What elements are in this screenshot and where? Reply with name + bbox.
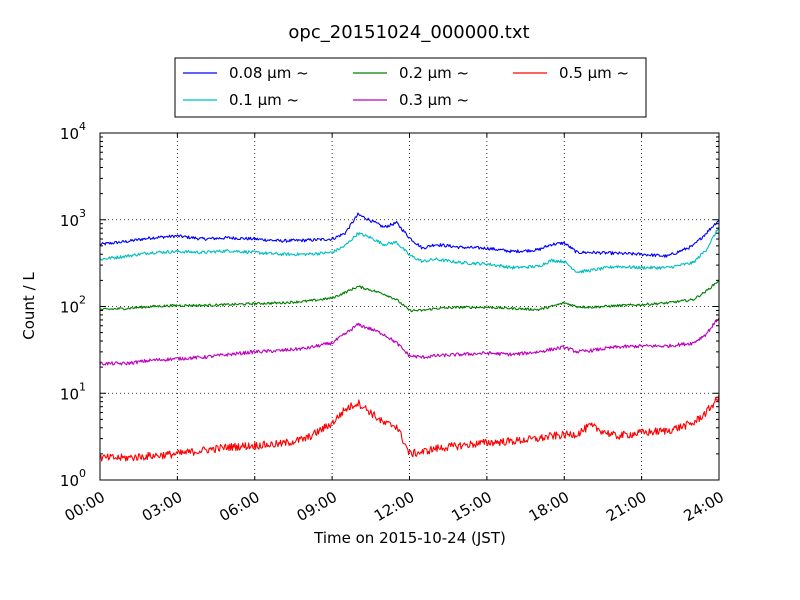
x-tick-label: 12:00 [371, 488, 417, 525]
x-tick-label: 15:00 [448, 488, 494, 525]
x-axis-label: Time on 2015-10-24 (JST) [313, 529, 506, 547]
x-tick-label: 21:00 [603, 488, 649, 525]
series-line [99, 228, 720, 274]
x-tick-label: 18:00 [526, 488, 572, 525]
y-tick-label: 101 [60, 380, 86, 403]
series-line [100, 279, 720, 313]
y-tick-label: 103 [60, 207, 86, 230]
legend-label: 0.1 μm ~ [229, 91, 299, 109]
legend-label: 0.08 μm ~ [229, 64, 309, 82]
legend-label: 0.5 μm ~ [559, 64, 629, 82]
y-tick-label: 100 [60, 467, 86, 490]
ticks: 00:00 03:00 06:00 09:00 12:00 15:00 18:00 21:00… [60, 120, 727, 525]
y-tick-label: 102 [60, 294, 86, 317]
legend-label: 0.2 μm ~ [399, 64, 469, 82]
series-line [99, 212, 720, 258]
x-tick-label: 06:00 [216, 488, 262, 525]
x-tick-label: 03:00 [139, 488, 185, 525]
chart-title: opc_20151024_000000.txt [288, 22, 529, 43]
series-line [99, 317, 720, 366]
series-lines [99, 212, 720, 462]
y-tick-label: 104 [60, 120, 86, 143]
series-line [99, 393, 720, 462]
x-tick-label: 09:00 [294, 488, 340, 525]
x-tick-label: 00:00 [62, 488, 108, 525]
y-axis-label: Count / L [20, 272, 38, 340]
legend-label: 0.3 μm ~ [399, 91, 469, 109]
legend: 0.08 μm ~ 0.1 μm ~ 0.2 μm ~ 0.3 μm ~ 0.5 μm … [174, 57, 647, 118]
x-tick-label: 24:00 [681, 488, 727, 525]
legend-box [174, 57, 647, 118]
